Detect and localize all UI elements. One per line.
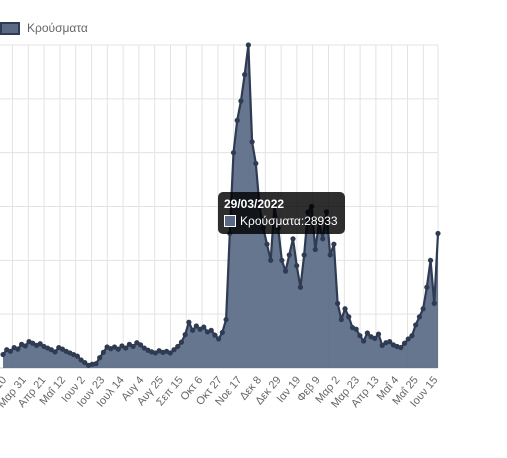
data-point: [78, 357, 84, 363]
tooltip: 29/03/2022 Κρούσματα: 28933: [218, 192, 345, 234]
data-point: [435, 230, 441, 237]
data-point: [294, 263, 300, 269]
data-point: [357, 333, 363, 339]
data-point: [74, 353, 80, 359]
data-point: [338, 316, 344, 323]
data-point: [253, 160, 259, 167]
data-point: [279, 257, 285, 263]
data-point: [375, 331, 382, 337]
legend-swatch: [0, 21, 20, 35]
data-point: [398, 344, 404, 351]
data-point: [320, 236, 326, 242]
data-point: [401, 340, 408, 346]
data-point: [175, 343, 181, 350]
data-point: [182, 332, 188, 338]
data-point: [286, 252, 292, 258]
data-point: [37, 341, 43, 347]
data-point: [331, 241, 337, 247]
data-point: [15, 346, 21, 352]
data-point: [0, 351, 6, 358]
legend[interactable]: Κρούσματα: [0, 18, 88, 38]
tooltip-row: Κρούσματα: 28933: [224, 212, 339, 230]
data-point: [82, 360, 88, 366]
data-point: [268, 257, 274, 263]
data-point: [264, 241, 270, 247]
data-point: [364, 330, 370, 336]
data-point: [123, 345, 129, 351]
data-point: [7, 348, 14, 354]
legend-label: Κρούσματα: [27, 21, 88, 35]
data-point: [282, 268, 289, 274]
data-point: [242, 72, 248, 78]
data-point: [115, 346, 121, 352]
data-point: [405, 336, 411, 342]
data-point: [171, 347, 177, 353]
data-point: [387, 339, 393, 345]
data-point: [342, 306, 348, 312]
data-point: [346, 314, 352, 320]
data-point: [424, 284, 430, 290]
tooltip-swatch: [224, 215, 236, 227]
data-point: [223, 316, 229, 323]
tooltip-separator: :: [300, 214, 305, 228]
data-point: [167, 350, 173, 356]
data-point: [230, 150, 237, 156]
data-point: [301, 252, 307, 258]
data-point: [420, 306, 426, 312]
data-point: [372, 335, 378, 341]
data-point: [178, 339, 185, 345]
data-point: [431, 300, 437, 306]
data-point: [93, 361, 99, 367]
data-point: [137, 342, 144, 348]
data-point: [413, 322, 419, 328]
data-point: [22, 343, 28, 349]
data-point: [212, 332, 218, 338]
x-tick-label: 10: [0, 374, 9, 391]
data-point: [245, 42, 251, 48]
data-point: [234, 117, 240, 123]
series-area: [3, 45, 438, 368]
data-point: [201, 324, 207, 330]
data-point: [297, 284, 304, 290]
data-point: [290, 236, 296, 242]
data-point: [335, 300, 341, 306]
data-point: [219, 329, 225, 336]
data-point: [193, 323, 199, 329]
tooltip-date: 29/03/2022: [224, 197, 285, 211]
data-point: [427, 257, 434, 263]
data-point: [353, 326, 359, 332]
data-point: [100, 349, 106, 355]
data-point: [312, 246, 318, 253]
tooltip-series: Κρούσματα: [240, 214, 301, 228]
data-point: [208, 327, 214, 333]
data-point: [249, 139, 255, 145]
data-point: [361, 338, 367, 344]
data-point: [238, 98, 244, 104]
data-point: [52, 349, 58, 355]
data-point: [416, 314, 423, 320]
data-point: [409, 333, 415, 339]
data-point: [327, 252, 333, 258]
data-point: [186, 319, 192, 325]
data-point: [97, 355, 103, 361]
data-point: [130, 343, 136, 350]
data-point: [216, 336, 222, 342]
data-point: [190, 327, 196, 333]
data-point: [379, 342, 385, 348]
tooltip-value: 28933: [304, 214, 338, 228]
